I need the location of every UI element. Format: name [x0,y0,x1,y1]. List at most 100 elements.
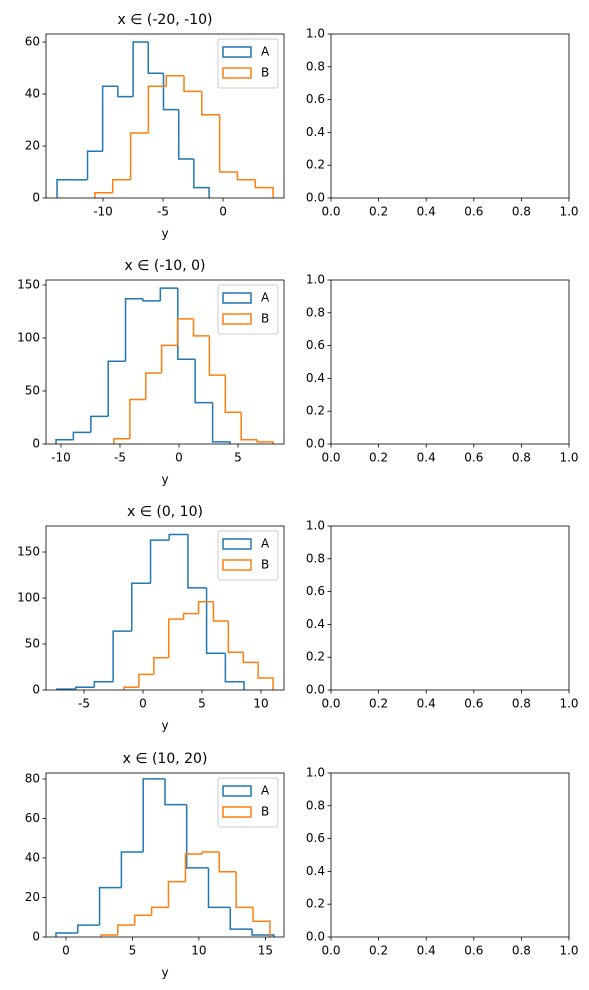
hist-step [218,852,237,873]
axes-title: x ∈ (-20, -10) [118,12,213,28]
axes-frame [330,279,570,445]
hist-step [56,179,73,198]
y-tick-label: 0.6 [306,831,325,845]
y-tick-label: 0.0 [306,437,325,451]
axes-frame [330,772,570,938]
hist-step [194,359,213,404]
y-tick-label: 0.0 [306,191,325,205]
hist-step [120,851,144,888]
y-tick-label: 0.2 [306,897,325,911]
y-tick-label: 0 [32,437,40,451]
x-tick-label: 0.0 [321,205,340,219]
hist-step [153,657,169,675]
x-tick-label: 0 [219,205,227,219]
y-tick-label: 0.6 [306,584,325,598]
x-tick-label: 0 [139,697,147,711]
hist-step [133,914,152,926]
hist-step [176,318,194,346]
hist-step [74,686,95,690]
axes-title: x ∈ (0, 10) [127,504,203,520]
hist-step [227,621,244,654]
y-tick-label: 0.8 [306,59,325,73]
y-tick-label: 100 [17,591,40,605]
hist-step [147,42,164,74]
hist-step [192,318,210,337]
hist-step [235,871,254,909]
x-tick-label: 5 [129,944,137,958]
x-axis-label: y [161,966,168,980]
axes-frame [45,279,285,445]
y-tick-label: 50 [25,383,40,397]
hist-step [117,924,135,936]
x-tick-label: 0.0 [321,451,340,465]
hist-step [101,85,118,152]
hist-step [90,415,109,433]
legend-label: A [261,45,270,59]
x-tick-label: -10 [51,451,71,465]
y-tick-label: 0.2 [306,650,325,664]
hist-step [242,652,259,664]
hist-step [236,172,256,181]
y-tick-label: 1.0 [306,273,325,287]
legend-label: B [261,805,269,819]
y-tick-label: 40 [25,87,40,101]
hist-step [167,618,184,658]
y-tick-label: 150 [17,545,40,559]
y-tick-label: 0.4 [306,371,325,385]
hist-step [107,360,126,417]
legend-swatch [222,67,252,79]
y-tick-label: 0 [32,930,40,944]
y-tick-label: 0.6 [306,92,325,106]
hist-step [205,587,226,654]
hist-step [252,907,271,937]
legend-swatch [222,313,252,325]
hist-step [224,375,242,413]
legend-label: A [261,537,270,551]
x-tick-label: 0.2 [369,451,388,465]
y-tick-label: 0.2 [306,158,325,172]
hist-step [201,91,220,116]
hist-step [251,929,275,937]
hist-step [77,924,100,934]
hist-step [123,686,139,690]
hist-step [257,662,274,690]
y-tick-label: 0 [32,191,40,205]
axes-frame [330,525,570,691]
axes: 0.0 0.2 0.4 0.6 0.8 1.0 0.0 0.2 0.4 0.6 0.8 1.0 [306,273,579,465]
x-tick-label: 1.0 [559,205,578,219]
hist-step [182,612,199,620]
y-tick-label: 50 [25,637,40,651]
hist-step [55,439,74,444]
hist-step [129,132,149,180]
axes-frame [45,33,285,199]
hist-step [197,600,214,614]
legend-label: B [261,312,269,326]
hist-step [93,680,114,688]
hist-step [164,778,187,806]
hist-step [112,630,132,682]
hist-step [124,298,143,362]
hist-step [100,934,118,937]
hist-step [211,402,231,444]
hist-step [72,431,91,440]
legend-frame [217,777,279,828]
legend-label: B [261,66,269,80]
y-tick-label: 60 [25,811,40,825]
legend: AB [217,530,279,581]
legend: AB [217,284,279,335]
hist-step [208,335,226,376]
x-tick-label: 1.0 [559,697,578,711]
y-tick-label: 0.0 [306,683,325,697]
hist-step [145,372,162,400]
axes: AB 0 5 10 15 0 20 40 60 80 x ∈ (10, 20) y [25,751,285,980]
x-axis-label: y [161,227,168,241]
hist-step [162,73,179,111]
axes-frame [45,525,285,691]
axes: 0.0 0.2 0.4 0.6 0.8 1.0 0.0 0.2 0.4 0.6 0.8 1.0 [306,519,579,711]
hist-step [132,41,149,97]
hist-step [256,439,274,444]
hist-step [207,867,231,909]
hist-step [111,179,131,193]
x-tick-label: 0.6 [464,205,483,219]
legend: AB [217,38,279,89]
